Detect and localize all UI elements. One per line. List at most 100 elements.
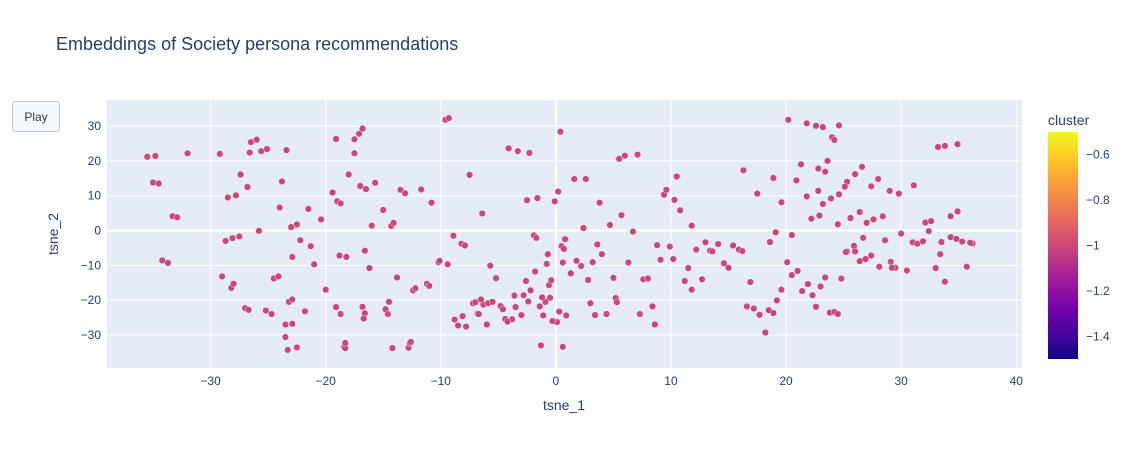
data-point xyxy=(879,212,887,220)
data-point xyxy=(555,308,563,316)
data-point xyxy=(861,255,869,263)
x-axis-label: tsne_1 xyxy=(543,397,585,413)
data-point xyxy=(895,190,903,198)
data-point xyxy=(603,310,611,318)
data-point xyxy=(268,310,276,318)
data-point xyxy=(466,171,474,179)
data-point xyxy=(237,170,245,178)
data-point xyxy=(556,128,564,136)
data-point xyxy=(371,179,379,187)
play-button[interactable]: Play xyxy=(12,101,60,132)
data-point xyxy=(411,284,419,292)
data-point xyxy=(819,123,827,131)
data-point xyxy=(809,291,817,299)
data-point xyxy=(368,222,376,230)
data-point xyxy=(596,199,604,207)
data-point xyxy=(428,199,436,207)
data-point xyxy=(384,310,392,318)
colorbar-tick-label: −1.4 xyxy=(1086,329,1110,343)
data-point xyxy=(149,178,157,186)
data-point xyxy=(858,163,866,171)
data-point xyxy=(692,246,700,254)
data-point xyxy=(653,241,661,249)
colorbar-tick-label: −1.2 xyxy=(1086,284,1110,298)
x-axis-ticks: −30 −20 −10 0 10 20 30 40 xyxy=(200,374,1023,388)
data-point xyxy=(539,311,547,319)
data-point xyxy=(753,190,761,198)
data-point xyxy=(814,165,822,173)
data-point xyxy=(777,286,785,294)
x-tick-label: 20 xyxy=(779,374,793,388)
x-tick-label: 30 xyxy=(894,374,908,388)
data-point xyxy=(551,197,559,205)
data-point xyxy=(543,260,551,268)
data-point xyxy=(792,176,800,184)
data-point xyxy=(657,256,665,264)
data-point xyxy=(228,234,236,242)
data-point xyxy=(475,310,483,318)
data-point xyxy=(274,272,282,280)
data-point xyxy=(584,276,592,284)
data-point xyxy=(232,191,240,199)
data-point xyxy=(360,315,368,323)
data-point xyxy=(673,173,681,181)
data-point xyxy=(361,247,369,255)
data-point xyxy=(649,302,657,310)
data-point xyxy=(823,157,831,165)
data-point xyxy=(784,116,792,124)
data-point xyxy=(533,194,541,202)
data-point xyxy=(746,278,754,286)
data-point xyxy=(342,253,350,261)
data-point xyxy=(548,317,556,325)
data-point xyxy=(489,298,497,306)
data-point xyxy=(615,155,623,163)
data-point xyxy=(341,339,349,347)
data-point xyxy=(958,238,966,246)
data-point xyxy=(570,175,578,183)
y-axis-label: tsne_2 xyxy=(45,213,61,255)
data-point xyxy=(788,231,796,239)
data-point xyxy=(644,275,652,283)
data-point xyxy=(662,186,670,194)
data-point xyxy=(517,311,525,319)
data-point xyxy=(812,303,820,311)
data-point xyxy=(738,247,746,255)
data-point xyxy=(504,318,512,326)
data-point xyxy=(688,286,696,294)
data-point xyxy=(937,238,945,246)
data-point xyxy=(886,187,894,195)
data-point xyxy=(927,217,935,225)
data-point xyxy=(218,272,226,280)
data-point xyxy=(523,196,531,204)
data-point xyxy=(783,258,791,266)
data-point xyxy=(609,274,617,282)
data-point xyxy=(720,259,728,267)
data-point xyxy=(243,183,251,191)
data-point xyxy=(332,135,340,143)
x-tick-label: −30 xyxy=(200,374,221,388)
data-point xyxy=(867,182,875,190)
data-point xyxy=(436,257,444,265)
data-point xyxy=(390,219,398,227)
data-point xyxy=(830,136,838,144)
data-point xyxy=(725,264,733,272)
data-point xyxy=(284,346,292,354)
data-point xyxy=(173,213,181,221)
data-point xyxy=(903,267,911,275)
x-tick-label: 40 xyxy=(1010,374,1024,388)
data-point xyxy=(276,204,284,212)
data-point xyxy=(847,214,855,222)
data-point xyxy=(941,278,949,286)
data-point xyxy=(559,259,567,267)
data-point xyxy=(379,206,387,214)
data-point xyxy=(567,269,575,277)
data-point xyxy=(773,296,781,304)
data-point xyxy=(151,152,159,160)
data-point xyxy=(819,200,827,208)
data-point xyxy=(337,199,345,207)
data-point xyxy=(307,242,315,250)
data-point xyxy=(591,311,599,319)
data-point xyxy=(794,267,802,275)
data-point xyxy=(393,274,401,282)
data-point xyxy=(573,257,581,265)
